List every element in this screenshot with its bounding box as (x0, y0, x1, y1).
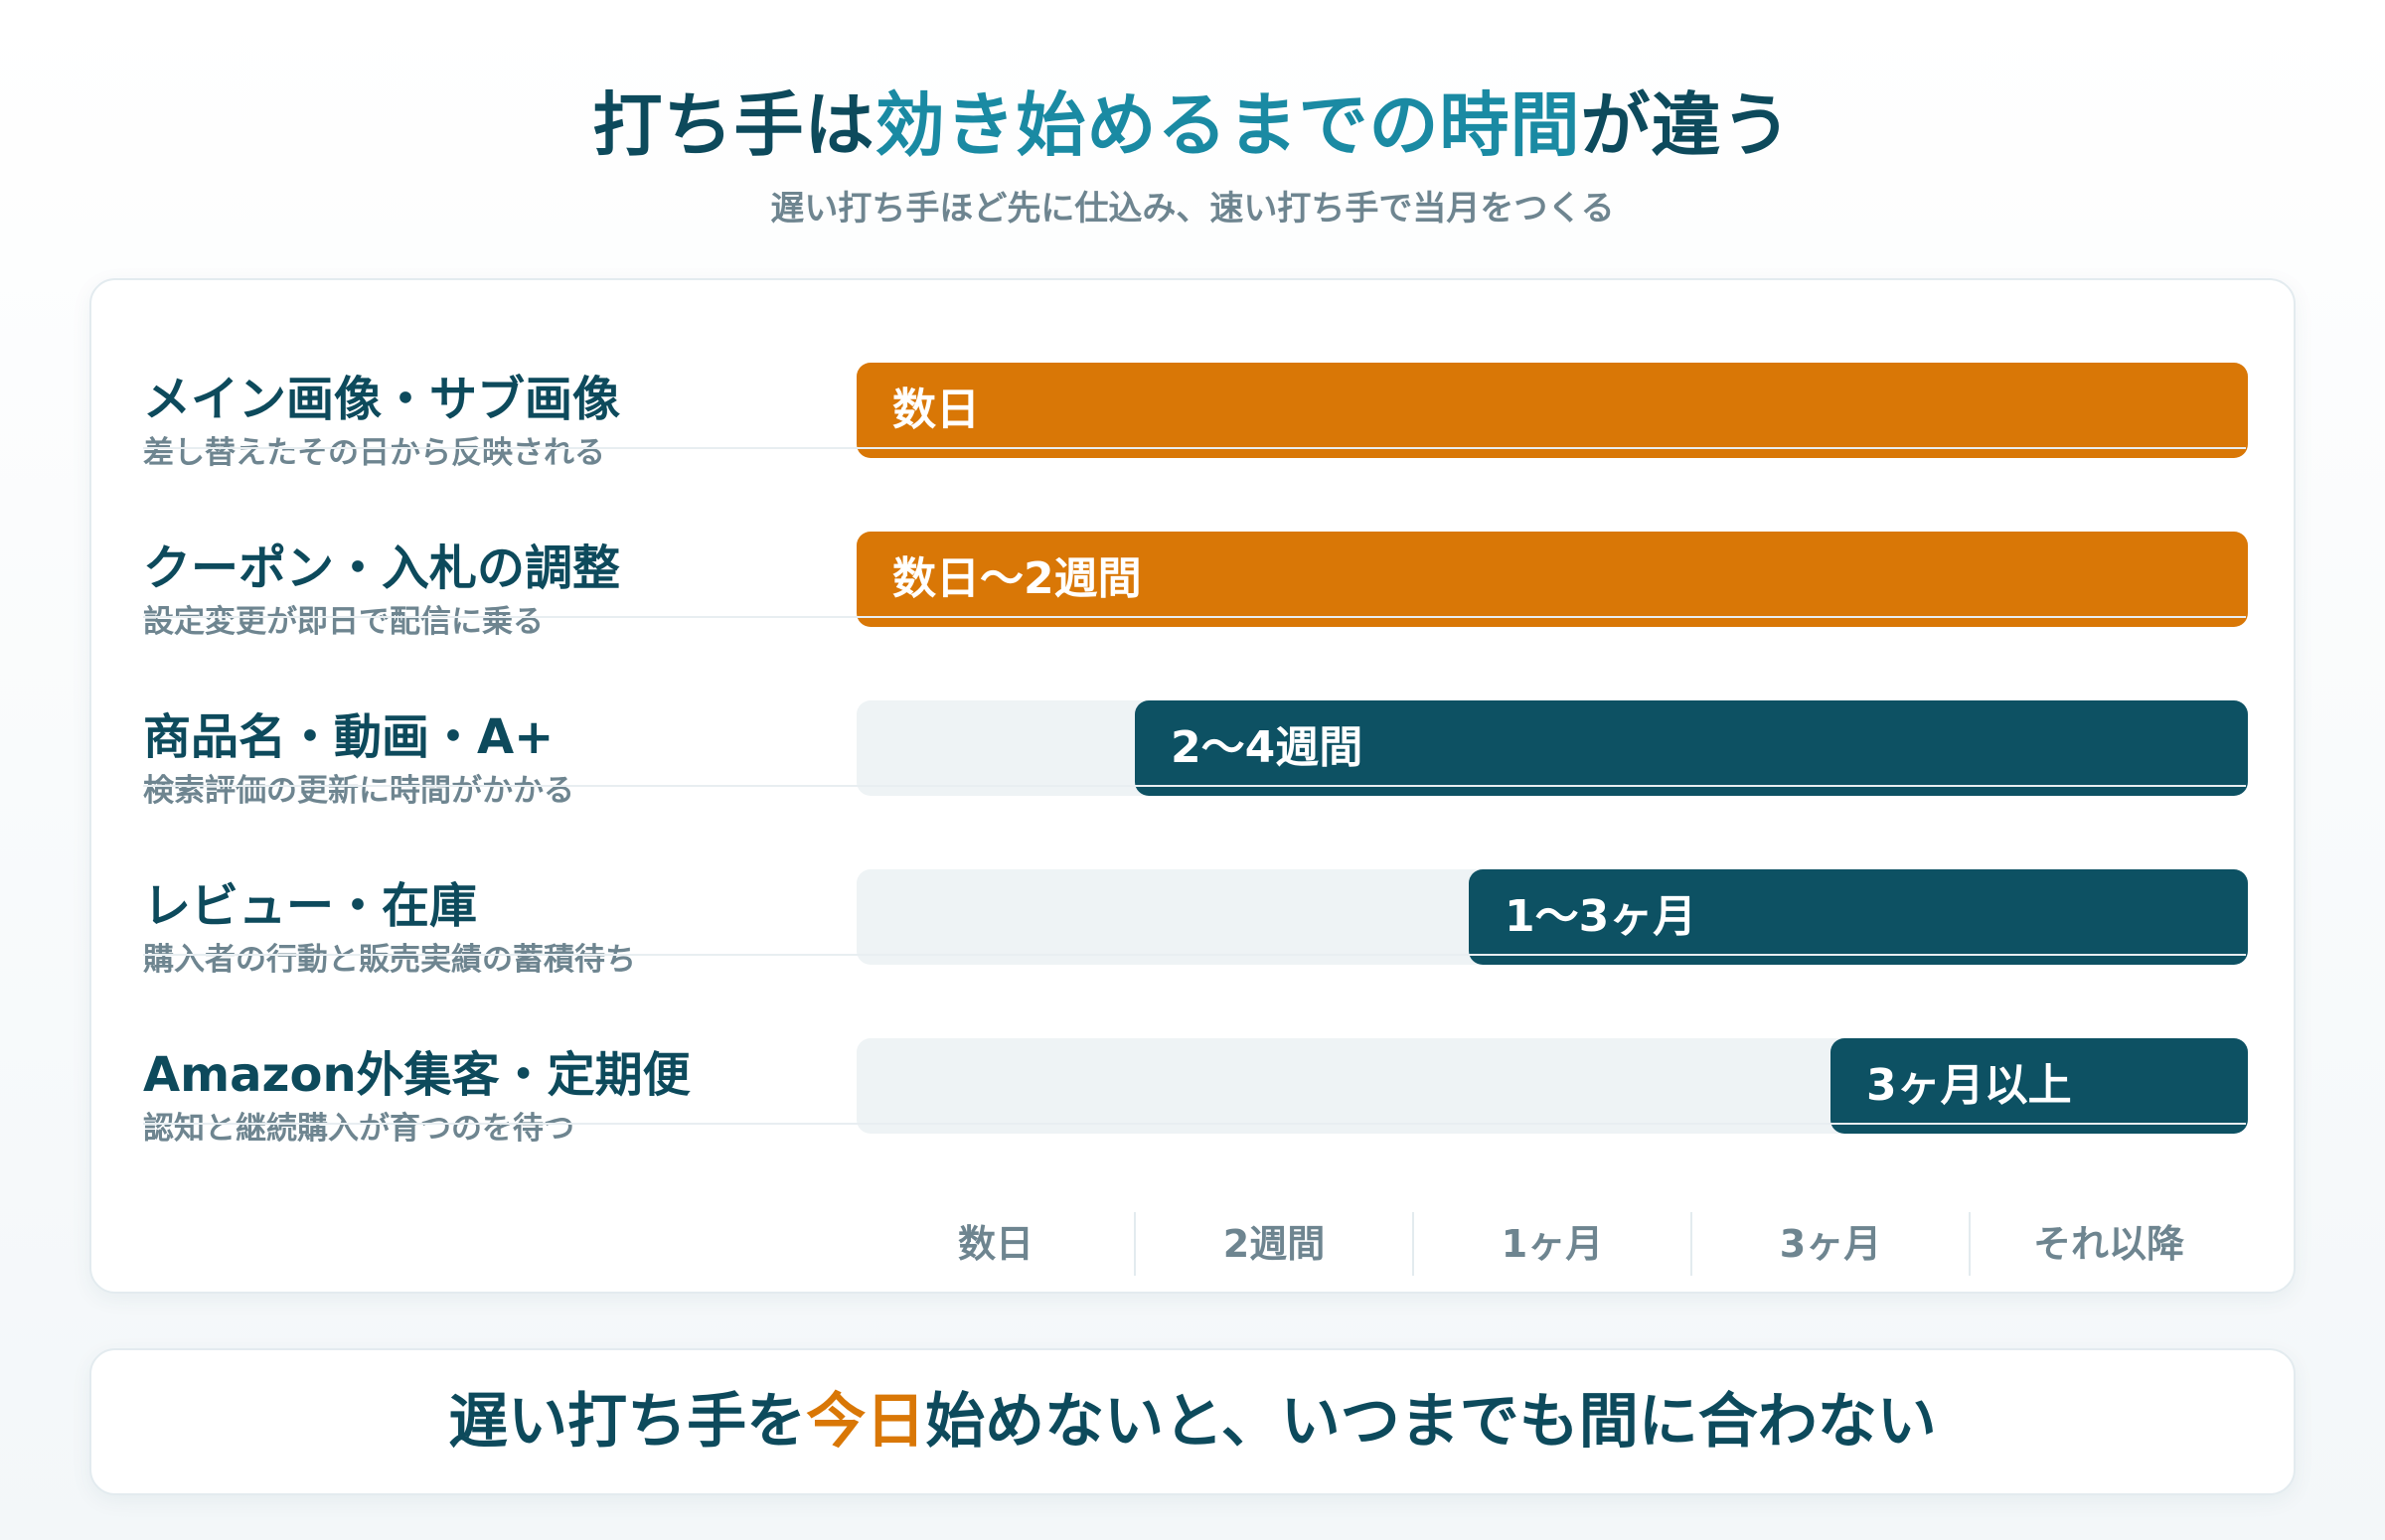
axis-separator (1690, 1212, 1692, 1276)
footer-highlight: 今日 (806, 1387, 926, 1457)
row-description: 設定変更が即日で配信に乗る (143, 604, 544, 640)
chart-row: メイン画像・サブ画像差し替えたその日から反映される 数日 (143, 280, 2248, 471)
bar-label: 1〜3ヶ月 (1505, 891, 1697, 942)
row-divider (143, 785, 2246, 787)
chart-row: 商品名・動画・A+ 検索評価の更新に時間がかかる 2〜4週間 (143, 618, 2248, 809)
axis-tick-label: 2週間 (1222, 1222, 1326, 1266)
axis-separator (1412, 1212, 1414, 1276)
row-label: 商品名・動画・A+ (143, 709, 555, 765)
axis-tick-label: 数日 (957, 1222, 1034, 1266)
row-divider (143, 954, 2246, 956)
title-part2: が違う (1580, 84, 1793, 166)
row-description: 認知と継続購入が育つのを待つ (143, 1111, 574, 1147)
footer-part2: 始めないと、いつまでも間に合わない (925, 1387, 1937, 1457)
row-divider (143, 616, 2246, 618)
chart-row: Amazon外集客・定期便認知と継続購入が育つのを待つ 3ヶ月以上 (143, 956, 2248, 1147)
bar-track: 数日〜2週間 (857, 532, 2248, 627)
axis-separator (1969, 1212, 1971, 1276)
footer-part1: 遅い打ち手を (448, 1387, 807, 1457)
bar-label: 数日〜2週間 (892, 553, 1142, 604)
row-label: クーポン・入札の調整 (143, 540, 621, 596)
bar-track: 1〜3ヶ月 (857, 869, 2248, 965)
title-part1: 打ち手は (592, 84, 875, 166)
duration-bar: 数日〜2週間 (857, 532, 2248, 627)
footer-message: 遅い打ち手を今日始めないと、いつまでも間に合わない (89, 1348, 2296, 1495)
axis-tick-label: それ以降 (2032, 1222, 2184, 1266)
time-axis: 数日 2週間 1ヶ月 3ヶ月 それ以降 (857, 1204, 2248, 1284)
chart-row: レビュー・在庫購入者の行動と販売実績の蓄積待ち 1〜3ヶ月 (143, 787, 2248, 978)
page-title: 打ち手は効き始めるまでの時間が違う (0, 70, 2385, 170)
row-divider (143, 447, 2246, 449)
duration-bar: 数日 (857, 363, 2248, 458)
bar-label: 3ヶ月以上 (1866, 1060, 2072, 1111)
axis-tick-label: 3ヶ月 (1779, 1222, 1882, 1266)
bar-track: 数日 (857, 363, 2248, 458)
row-label: レビュー・在庫 (143, 878, 478, 934)
axis-tick-label: 1ヶ月 (1501, 1222, 1604, 1266)
title-accent: 効き始めるまでの時間 (874, 84, 1581, 166)
bar-label: 2〜4週間 (1171, 722, 1363, 773)
row-divider (143, 1123, 2246, 1125)
row-label: Amazon外集客・定期便 (143, 1047, 691, 1103)
chart-row: クーポン・入札の調整設定変更が即日で配信に乗る 数日〜2週間 (143, 449, 2248, 640)
row-description: 検索評価の更新に時間がかかる (143, 773, 574, 809)
row-description: 差し替えたその日から反映される (143, 435, 605, 471)
bar-track: 3ヶ月以上 (857, 1038, 2248, 1134)
bar-label: 数日 (892, 385, 980, 435)
axis-separator (1134, 1212, 1136, 1276)
row-label: メイン画像・サブ画像 (143, 372, 621, 427)
duration-bar: 3ヶ月以上 (1830, 1038, 2248, 1134)
page-subtitle: 遅い打ち手ほど先に仕込み、速い打ち手で当月をつくる (770, 189, 1615, 229)
bar-track: 2〜4週間 (857, 700, 2248, 796)
timeline-chart-panel: メイン画像・サブ画像 差し替えたその日から反映される 数日 クーポン・入札の調整 設定変… (89, 278, 2296, 1294)
duration-bar: 2〜4週間 (1135, 700, 2248, 796)
duration-bar: 1〜3ヶ月 (1469, 869, 2248, 965)
row-description: 購入者の行動と販売実績の蓄積待ち (143, 942, 636, 978)
